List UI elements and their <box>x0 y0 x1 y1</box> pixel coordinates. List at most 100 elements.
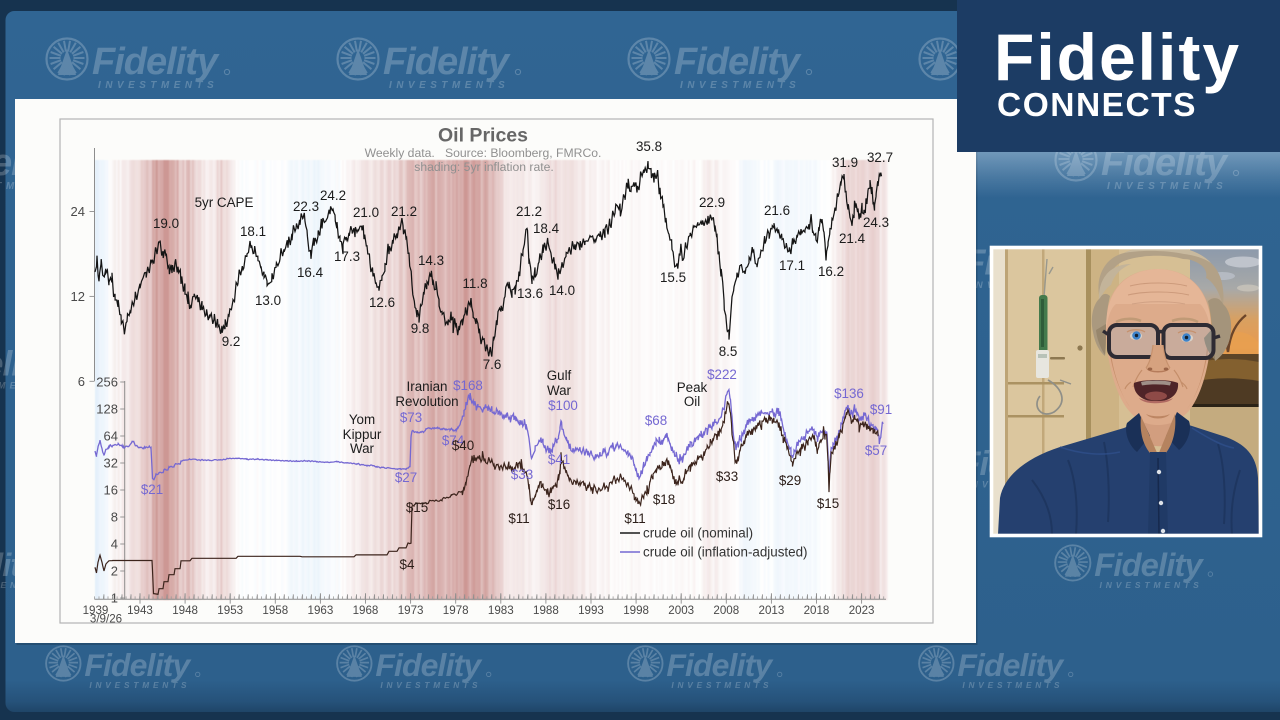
svg-text:2: 2 <box>111 564 118 579</box>
svg-text:Weekly data. Source: Bloombe: Weekly data. Source: Bloomberg, FMRCo. <box>365 146 602 160</box>
svg-text:24.3: 24.3 <box>863 215 889 230</box>
svg-text:1963: 1963 <box>308 604 334 617</box>
svg-text:shading: 5yr inflation rate.: shading: 5yr inflation rate. <box>414 160 554 174</box>
svg-text:32: 32 <box>104 456 118 471</box>
svg-text:18.1: 18.1 <box>240 224 266 239</box>
svg-text:Revolution: Revolution <box>395 394 458 409</box>
svg-text:Kippur: Kippur <box>343 427 382 442</box>
svg-text:1988: 1988 <box>533 604 559 617</box>
svg-text:1973: 1973 <box>398 604 424 617</box>
svg-text:11.8: 11.8 <box>462 276 487 291</box>
svg-text:2008: 2008 <box>713 604 739 617</box>
svg-text:2018: 2018 <box>804 604 830 617</box>
svg-text:$18: $18 <box>653 492 675 507</box>
svg-text:$91: $91 <box>870 402 892 417</box>
svg-text:$168: $168 <box>453 378 483 393</box>
svg-text:256: 256 <box>96 375 118 390</box>
svg-text:128: 128 <box>96 402 118 417</box>
svg-text:19.0: 19.0 <box>153 216 179 231</box>
svg-text:5yr CAPE: 5yr CAPE <box>195 195 254 210</box>
svg-text:$21: $21 <box>141 482 163 497</box>
svg-text:21.6: 21.6 <box>764 203 790 218</box>
svg-text:$73: $73 <box>400 410 422 425</box>
svg-text:2013: 2013 <box>759 604 785 617</box>
svg-text:21.4: 21.4 <box>839 231 866 246</box>
svg-text:1968: 1968 <box>353 604 379 617</box>
svg-text:9.2: 9.2 <box>222 334 241 349</box>
svg-text:6: 6 <box>78 374 85 389</box>
svg-text:1939: 1939 <box>83 604 109 617</box>
svg-text:War: War <box>350 441 375 456</box>
svg-text:CONNECTS: CONNECTS <box>997 87 1197 124</box>
svg-text:1: 1 <box>111 591 118 606</box>
svg-text:16: 16 <box>104 483 118 498</box>
svg-text:24: 24 <box>71 204 85 219</box>
svg-text:17.1: 17.1 <box>779 258 805 273</box>
svg-text:$33: $33 <box>716 469 738 484</box>
svg-text:31.9: 31.9 <box>832 155 858 170</box>
svg-text:22.9: 22.9 <box>699 195 725 210</box>
svg-text:13.0: 13.0 <box>255 293 281 308</box>
svg-text:$11: $11 <box>508 511 529 526</box>
svg-text:War: War <box>547 383 572 398</box>
svg-text:$40: $40 <box>452 438 474 453</box>
svg-text:$68: $68 <box>645 413 667 428</box>
svg-text:crude oil (nominal): crude oil (nominal) <box>643 526 753 541</box>
svg-text:3/9/26: 3/9/26 <box>90 613 122 626</box>
svg-text:Iranian: Iranian <box>407 379 448 394</box>
svg-text:9.8: 9.8 <box>411 321 430 336</box>
svg-text:1958: 1958 <box>262 604 288 617</box>
svg-text:$33: $33 <box>511 467 533 482</box>
svg-text:17.3: 17.3 <box>334 249 360 264</box>
svg-text:7.6: 7.6 <box>483 357 502 372</box>
svg-text:$136: $136 <box>834 386 864 401</box>
svg-text:Fidelity: Fidelity <box>994 20 1241 94</box>
svg-text:Yom: Yom <box>349 412 375 427</box>
svg-text:1953: 1953 <box>217 604 243 617</box>
svg-text:8: 8 <box>111 510 118 525</box>
svg-text:2003: 2003 <box>668 604 694 617</box>
svg-text:15.5: 15.5 <box>660 270 686 285</box>
svg-text:35.8: 35.8 <box>636 139 662 154</box>
svg-text:$27: $27 <box>395 470 417 485</box>
svg-text:13.6: 13.6 <box>517 286 543 301</box>
svg-text:$15: $15 <box>406 500 428 515</box>
svg-text:24.2: 24.2 <box>320 188 346 203</box>
svg-text:16.4: 16.4 <box>297 265 324 280</box>
svg-text:21.0: 21.0 <box>353 205 379 220</box>
svg-text:1948: 1948 <box>172 604 198 617</box>
svg-text:$4: $4 <box>400 557 415 572</box>
svg-text:16.2: 16.2 <box>818 264 844 279</box>
svg-text:1983: 1983 <box>488 604 514 617</box>
svg-text:$41: $41 <box>548 452 570 467</box>
svg-text:$11: $11 <box>624 511 645 526</box>
svg-text:$222: $222 <box>707 367 737 382</box>
svg-text:12: 12 <box>71 289 85 304</box>
svg-text:12.6: 12.6 <box>369 295 395 310</box>
svg-text:Oil: Oil <box>684 394 700 409</box>
svg-text:$15: $15 <box>817 496 839 511</box>
svg-text:$74: $74 <box>442 433 465 448</box>
svg-text:22.3: 22.3 <box>293 199 319 214</box>
svg-text:$100: $100 <box>548 398 578 413</box>
svg-text:4: 4 <box>111 537 118 552</box>
svg-text:1978: 1978 <box>443 604 469 617</box>
svg-text:21.2: 21.2 <box>516 204 542 219</box>
svg-text:Oil Prices: Oil Prices <box>438 125 528 147</box>
svg-text:Peak: Peak <box>677 380 708 395</box>
svg-text:64: 64 <box>104 429 118 444</box>
svg-text:14.0: 14.0 <box>549 283 575 298</box>
svg-text:1998: 1998 <box>623 604 649 617</box>
svg-text:$29: $29 <box>779 473 801 488</box>
svg-text:1993: 1993 <box>578 604 604 617</box>
svg-text:14.3: 14.3 <box>418 253 444 268</box>
svg-text:18.4: 18.4 <box>533 221 560 236</box>
svg-text:8.5: 8.5 <box>719 344 738 359</box>
svg-text:2023: 2023 <box>849 604 875 617</box>
svg-text:Gulf: Gulf <box>547 368 572 383</box>
svg-text:$16: $16 <box>548 497 570 512</box>
svg-text:21.2: 21.2 <box>391 204 417 219</box>
svg-text:32.7: 32.7 <box>867 150 893 165</box>
svg-text:1943: 1943 <box>127 604 153 617</box>
svg-text:$57: $57 <box>865 443 887 458</box>
